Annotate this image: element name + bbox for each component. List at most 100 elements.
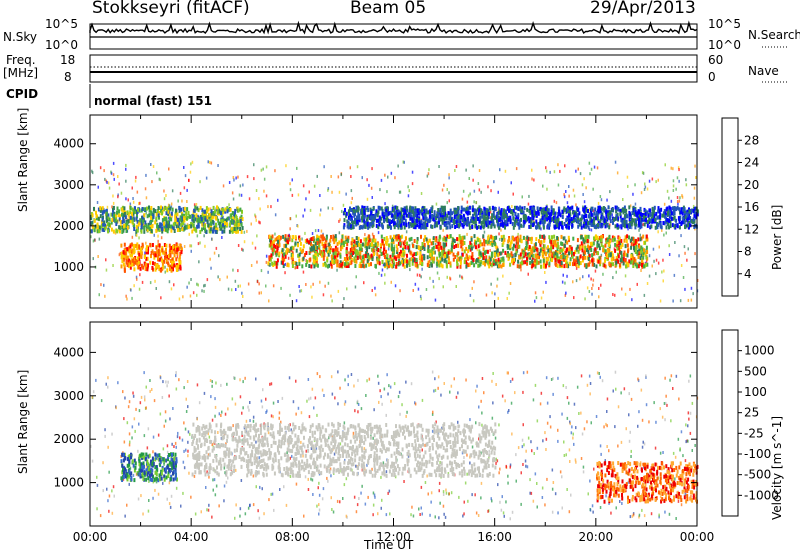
power-band-1-pixel — [535, 254, 538, 258]
power-band-3-pixel — [423, 225, 426, 230]
power-band-2-pixel — [219, 226, 222, 231]
power-band-3-pixel — [585, 213, 588, 218]
power-band-1-pixel — [640, 253, 643, 258]
power-band-3-pixel — [634, 218, 637, 223]
power-band-1-pixel — [360, 259, 363, 263]
power-band-1-pixel — [330, 235, 332, 239]
power-band-1-pixel — [540, 240, 543, 245]
power-band-0-pixel — [157, 252, 160, 257]
power-band-1-pixel — [451, 244, 454, 249]
power-band-3-pixel — [394, 205, 397, 210]
power-band-1-pixel — [286, 247, 288, 252]
power-band-3-pixel — [386, 218, 389, 223]
power-band-2-pixel — [97, 207, 100, 212]
power-band-3-pixel — [662, 213, 665, 218]
power-band-1-pixel — [343, 257, 346, 261]
power-band-3-pixel — [412, 206, 415, 211]
power-noise-pixel — [489, 236, 491, 240]
power-band-2-pixel — [147, 225, 150, 230]
power-band-1-pixel — [463, 241, 466, 245]
power-band-3-pixel — [601, 215, 604, 220]
power-noise-pixel — [294, 266, 296, 270]
power-band-3-pixel — [400, 207, 403, 212]
power-band-3-pixel — [358, 215, 360, 220]
power-noise-pixel — [298, 285, 300, 288]
power-band-1-pixel — [289, 246, 292, 251]
power-band-3-pixel — [570, 217, 573, 221]
power-band-2-pixel — [181, 213, 184, 218]
power-band-3-pixel — [577, 224, 580, 229]
power-band-3-pixel — [577, 220, 580, 225]
power-band-3-pixel — [507, 217, 510, 222]
power-noise-pixel — [673, 273, 676, 277]
power-band-3-pixel — [696, 212, 699, 217]
power-noise-pixel — [173, 283, 175, 287]
power-band-1-pixel — [625, 261, 628, 266]
power-band-1-pixel — [457, 237, 460, 242]
power-band-1-pixel — [591, 262, 594, 267]
power-band-1-pixel — [643, 248, 646, 253]
power-band-1-pixel — [611, 235, 614, 240]
power-band-1-pixel — [275, 261, 278, 266]
power-band-2-pixel — [136, 214, 138, 219]
power-noise-pixel — [639, 233, 641, 237]
power-band-1-pixel — [556, 254, 559, 258]
power-band-2-pixel — [185, 211, 188, 216]
power-noise-pixel — [546, 246, 548, 250]
power-noise-pixel — [577, 167, 579, 171]
power-noise-pixel — [472, 178, 474, 182]
power-band-1-pixel — [363, 237, 366, 242]
power-noise-pixel — [487, 185, 489, 189]
power-band-1-pixel — [598, 246, 601, 251]
power-band-1-pixel — [515, 236, 518, 241]
power-band-0-pixel — [179, 264, 182, 269]
power-band-3-pixel — [512, 216, 515, 221]
power-noise-pixel — [696, 279, 699, 282]
power-noise-pixel — [398, 190, 401, 194]
power-noise-pixel — [611, 213, 613, 217]
power-band-0-pixel — [167, 261, 170, 266]
power-noise-pixel — [197, 242, 200, 246]
power-noise-pixel — [189, 294, 192, 298]
power-band-2-pixel — [180, 207, 183, 212]
power-band-3-pixel — [379, 219, 382, 224]
power-noise-pixel — [588, 161, 591, 165]
power-band-3-pixel — [608, 225, 611, 230]
power-band-1-pixel — [599, 236, 601, 240]
power-noise-pixel — [531, 177, 533, 181]
power-band-3-pixel — [644, 212, 647, 216]
power-noise-pixel — [422, 253, 424, 257]
power-band-2-pixel — [212, 205, 215, 210]
power-band-1-pixel — [344, 235, 347, 240]
power-band-1-pixel — [560, 234, 563, 239]
power-band-2-pixel — [121, 220, 124, 225]
power-band-1-pixel — [412, 243, 414, 248]
power-noise-pixel — [446, 188, 448, 191]
power-band-0-pixel — [126, 263, 129, 267]
power-noise-pixel — [178, 297, 181, 301]
power-noise-pixel — [196, 234, 199, 238]
power-noise-pixel — [624, 292, 627, 296]
power-band-3-pixel — [366, 217, 369, 222]
power-band-2-pixel — [101, 206, 104, 211]
power-noise-pixel — [289, 293, 291, 297]
power-band-1-pixel — [632, 236, 635, 241]
power-noise-pixel — [195, 203, 198, 206]
power-band-1-pixel — [475, 240, 478, 245]
power-band-1-pixel — [551, 252, 554, 257]
power-noise-pixel — [446, 201, 448, 205]
beam-title: Beam 05 — [350, 0, 427, 18]
power-band-3-pixel — [500, 216, 503, 220]
power-band-1-pixel — [420, 234, 422, 239]
power-band-1-pixel — [439, 260, 442, 264]
power-band-3-pixel — [437, 208, 440, 212]
power-band-0-pixel — [169, 252, 172, 257]
power-band-1-pixel — [401, 234, 404, 239]
power-band-1-pixel — [606, 249, 609, 254]
power-band-3-pixel — [455, 210, 458, 215]
power-band-1-pixel — [470, 237, 473, 242]
power-band-3-pixel — [362, 224, 365, 229]
power-band-3-pixel — [391, 213, 394, 218]
power-band-3-pixel — [478, 208, 481, 213]
power-band-3-pixel — [454, 220, 457, 225]
